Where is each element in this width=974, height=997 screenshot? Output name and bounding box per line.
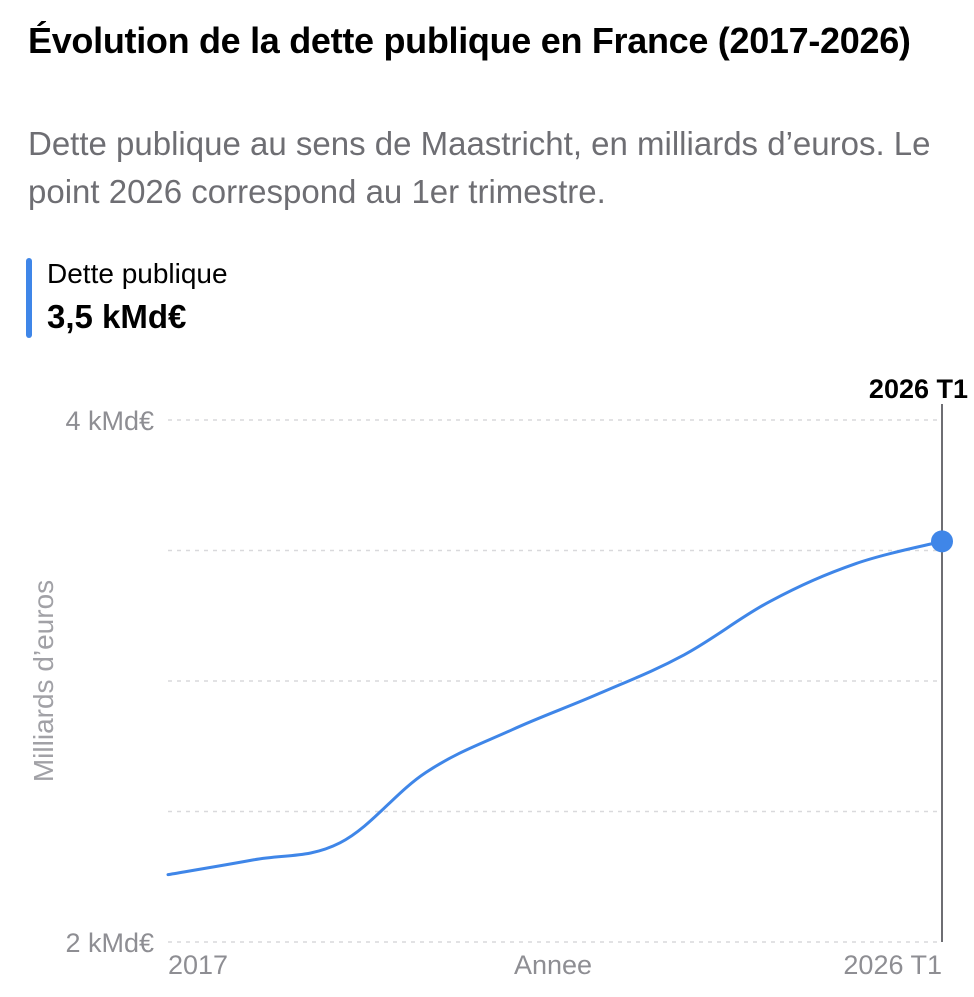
x-axis-title: Annee <box>514 950 592 980</box>
chart-title: Évolution de la dette publique en France… <box>28 20 911 61</box>
y-tick-label: 4 kMd€ <box>65 406 154 436</box>
selection-label: 2026 T1 <box>869 374 968 404</box>
selected-data-point[interactable] <box>931 530 953 553</box>
legend-series-name: Dette publique <box>47 258 228 289</box>
y-axis-title: Milliards d’euros <box>28 580 59 782</box>
series-line-dette-publique <box>166 539 944 877</box>
y-tick-label: 2 kMd€ <box>65 928 154 958</box>
line-chart[interactable]: 2 kMd€ 4 kMd€ Milliards d’euros 2017 2026 T1… <box>0 360 974 997</box>
legend-selected-value: 3,5 kMd€ <box>47 298 187 335</box>
x-tick-label: 2026 T1 <box>843 950 942 980</box>
legend-color-bar <box>26 258 32 338</box>
chart-subtitle: Dette publique au sens de Maastricht, en… <box>28 125 931 210</box>
x-tick-label: 2017 <box>168 950 228 980</box>
